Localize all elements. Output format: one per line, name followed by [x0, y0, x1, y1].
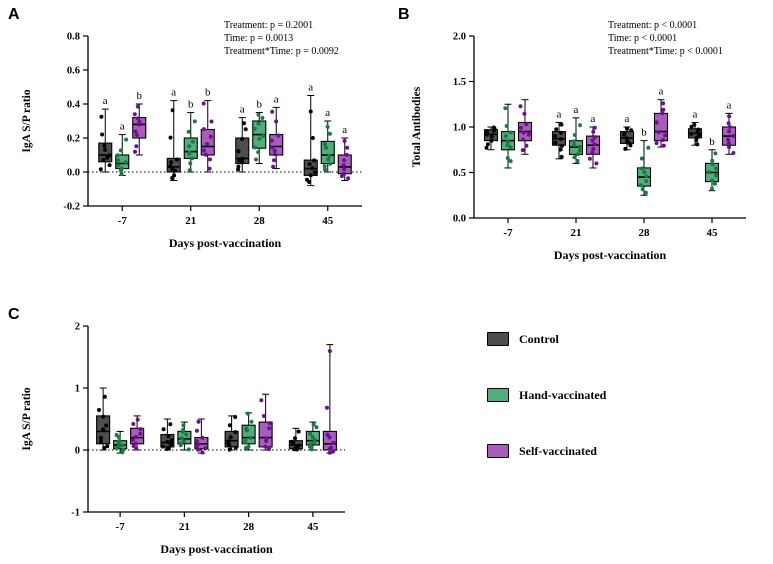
panelA-pvalue-annotation: Treatment: p = 0.2001 — [224, 20, 313, 31]
panel-label-a: A — [8, 6, 20, 23]
svg-text:0.5: 0.5 — [453, 168, 466, 179]
panelA-series-Hand-vaccinated: ab ba — [115, 99, 335, 176]
svg-text:21: 21 — [571, 227, 582, 239]
panelC-series-Control — [96, 387, 303, 452]
legend-item-control: Control — [487, 332, 606, 346]
panelB-pvalue-annotation: Treatment*Time: p < 0.0001 — [608, 46, 723, 57]
svg-text:IgA S/P ratio: IgA S/P ratio — [21, 89, 33, 153]
svg-text:a: a — [325, 107, 330, 119]
panel-b-boxplot-chart: 0.0 0.5 1.0 1.5 2.0 -7 21 28 45 Total Antibodies D… — [411, 20, 746, 262]
svg-text:-7: -7 — [116, 521, 126, 533]
panelA-pvalue-annotation: Time: p = 0.0013 — [224, 33, 293, 44]
panel-a-boxplot-chart: -0.2 0.0 0.2 0.4 0.6 0.8 -7 21 28 45 IgA S/P ratio… — [21, 20, 362, 250]
svg-text:2.0: 2.0 — [453, 32, 466, 43]
svg-text:28: 28 — [639, 227, 651, 239]
svg-text:-1: -1 — [71, 508, 80, 519]
panelA-series-Control: a a a a — [98, 82, 318, 187]
panelB-axes: 0.0 0.5 1.0 1.5 2.0 -7 21 28 45 Total Antibodies D… — [411, 32, 746, 262]
svg-text:-0.2: -0.2 — [63, 202, 80, 213]
svg-text:a: a — [574, 104, 579, 116]
legend-item-self-vaccinated: Self-vaccinated — [487, 444, 606, 458]
panelA-series-Self-vaccinated: b baa — [132, 87, 352, 181]
panelC-axes: -1 0 1 2 -7 21 28 45 IgA S/P ratio Days post-vacc… — [21, 322, 345, 556]
svg-text:a: a — [342, 124, 347, 136]
svg-text:a: a — [308, 82, 313, 94]
svg-text:-7: -7 — [503, 227, 513, 239]
svg-text:-7: -7 — [118, 215, 128, 227]
svg-text:1: 1 — [75, 384, 80, 395]
svg-text:b: b — [205, 87, 211, 99]
svg-text:1.5: 1.5 — [453, 77, 466, 88]
svg-text:Days post-vaccination: Days post-vaccination — [169, 236, 282, 250]
svg-text:b: b — [709, 136, 715, 148]
legend-swatch-control-icon — [487, 332, 509, 346]
panelB-series-Hand-vaccinated: abb — [500, 103, 720, 196]
svg-text:21: 21 — [179, 521, 190, 533]
svg-text:0.0: 0.0 — [453, 214, 466, 225]
svg-text:b: b — [641, 127, 647, 139]
legend-swatch-hand-vaccinated-icon — [487, 388, 509, 402]
panel-label-c: C — [8, 306, 20, 323]
panelC-series-Hand-vaccinated — [113, 411, 320, 455]
svg-text:a: a — [693, 109, 698, 121]
panel-c-boxplot-chart: -1 0 1 2 -7 21 28 45 IgA S/P ratio Days post-vacc… — [21, 322, 345, 556]
svg-text:45: 45 — [322, 215, 334, 227]
svg-text:b: b — [257, 99, 263, 111]
svg-text:2: 2 — [75, 322, 80, 333]
svg-text:a: a — [171, 87, 176, 99]
legend-label-self-vaccinated: Self-vaccinated — [519, 443, 597, 458]
legend-swatch-self-vaccinated-icon — [487, 444, 509, 458]
svg-text:a: a — [727, 99, 732, 111]
svg-text:a: a — [591, 113, 596, 125]
panelA-axes: -0.2 0.0 0.2 0.4 0.6 0.8 -7 21 28 45 IgA S/P ratio… — [21, 32, 362, 250]
svg-text:Total Antibodies: Total Antibodies — [411, 86, 423, 167]
panelB-pvalue-annotation: Time: p < 0.0001 — [608, 33, 677, 44]
svg-text:a: a — [274, 93, 279, 105]
svg-text:1.0: 1.0 — [453, 123, 466, 134]
svg-text:b: b — [137, 90, 143, 102]
svg-text:45: 45 — [707, 227, 719, 239]
svg-text:21: 21 — [185, 215, 196, 227]
legend: Control Hand-vaccinated Self-vaccinated — [487, 332, 606, 500]
svg-text:28: 28 — [243, 521, 255, 533]
svg-text:Days post-vaccination: Days post-vaccination — [554, 248, 667, 262]
panelA-pvalue-annotation: Treatment*Time: p = 0.0092 — [224, 46, 339, 57]
panel-label-b: B — [398, 6, 410, 23]
panelB-series-Self-vaccinated: aaa — [517, 86, 737, 169]
panelC-series-Self-vaccinated — [130, 344, 337, 455]
legend-label-hand-vaccinated: Hand-vaccinated — [519, 387, 607, 402]
svg-text:a: a — [659, 86, 664, 98]
svg-text:0.8: 0.8 — [67, 32, 80, 43]
svg-text:0: 0 — [75, 446, 80, 457]
svg-text:a: a — [103, 95, 108, 107]
svg-text:b: b — [188, 99, 194, 111]
legend-item-hand-vaccinated: Hand-vaccinated — [487, 388, 606, 402]
svg-text:a: a — [625, 113, 630, 125]
svg-text:IgA S/P ratio: IgA S/P ratio — [21, 387, 33, 451]
panelB-pvalue-annotation: Treatment: p < 0.0001 — [608, 20, 697, 31]
svg-text:a: a — [240, 104, 245, 116]
svg-text:45: 45 — [307, 521, 319, 533]
svg-text:Days post-vaccination: Days post-vaccination — [160, 542, 273, 556]
svg-text:0.4: 0.4 — [67, 100, 81, 111]
svg-text:a: a — [120, 121, 125, 133]
svg-text:0.6: 0.6 — [67, 66, 80, 77]
svg-text:0.0: 0.0 — [67, 168, 80, 179]
svg-text:a: a — [557, 109, 562, 121]
legend-label-control: Control — [519, 331, 559, 346]
svg-text:0.2: 0.2 — [67, 134, 80, 145]
svg-text:28: 28 — [254, 215, 266, 227]
